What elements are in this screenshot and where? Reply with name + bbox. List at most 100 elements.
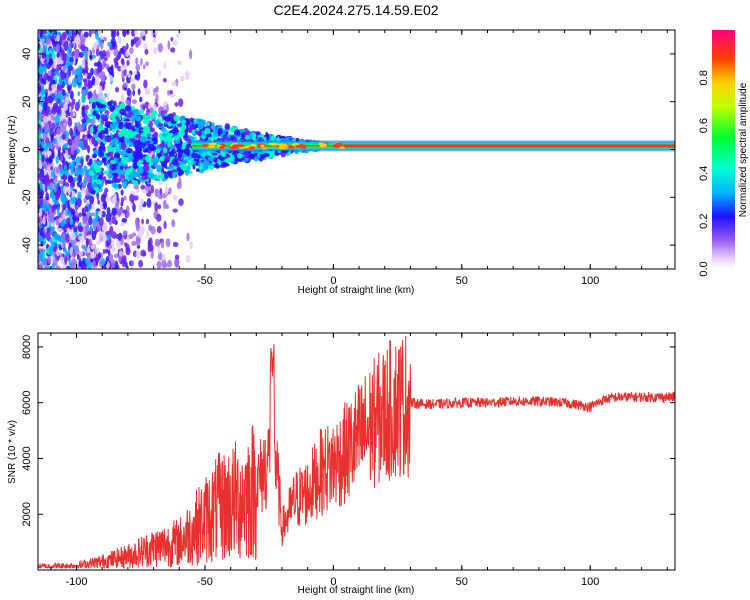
spectrogram-noise-cell (61, 124, 67, 135)
spectrogram-cone-cell (167, 132, 174, 137)
spectrogram-noise-cell (165, 238, 171, 248)
spectrogram-cone-cell (134, 155, 140, 162)
spectrogram-cone-cell (124, 118, 131, 122)
spectrogram-cone-cell (177, 123, 183, 127)
spectrogram-noise-cell (54, 200, 59, 206)
spectrogram-cone-cell (104, 137, 112, 143)
spectrogram-cone-cell (86, 118, 93, 124)
spectrogram-cone-cell (208, 165, 215, 170)
spectrogram-noise-cell (83, 31, 89, 38)
spectrogram-noise-cell (109, 45, 114, 51)
spectrogram-noise-cell (63, 41, 69, 51)
spectrogram-noise-cell (60, 49, 65, 58)
spectrogram-noise-cell (123, 195, 127, 201)
spectrogram-noise-cell (63, 264, 67, 269)
spectrogram-noise-cell (45, 96, 50, 103)
spectrogram-cone-cell (149, 127, 155, 133)
spectrogram-noise-cell (88, 203, 92, 210)
spectrogram-ridge-spot (237, 144, 245, 148)
spectrogram-noise-cell (87, 174, 91, 185)
spectrogram-cone-cell (194, 130, 200, 135)
spectrogram-x-tick-label: 100 (581, 275, 599, 287)
spectrogram-noise-cell (69, 218, 74, 226)
spectrogram-noise-cell (94, 76, 100, 86)
spectrogram-noise-cell (172, 194, 178, 201)
spectrogram-noise-cell (167, 89, 170, 96)
colorbar-tick-label: 0.0 (698, 261, 710, 276)
spectrogram-noise-cell (62, 204, 67, 210)
spectrogram-noise-cell (118, 250, 123, 257)
spectrogram-ridge-spot (320, 143, 328, 147)
spectrogram-noise-cell (40, 37, 45, 44)
spectrogram-noise-cell (97, 199, 101, 205)
spectrogram-noise-cell (59, 169, 65, 175)
spectrogram-noise-cell (111, 259, 116, 269)
spectrogram-noise-cell (47, 114, 52, 122)
spectrogram-cone-cell (223, 128, 228, 133)
spectrogram-noise-cell (109, 76, 114, 82)
spectrogram-noise-cell (38, 86, 41, 95)
spectrogram-noise-cell (43, 59, 48, 65)
spectrogram-cone-cell (228, 127, 236, 133)
spectrogram-noise-cell (139, 197, 145, 205)
spectrogram-noise-cell (50, 115, 56, 121)
spectrogram-cone-cell (107, 101, 113, 106)
spectrogram-noise-cell (55, 43, 60, 54)
spectrogram-noise-cell (142, 104, 146, 111)
colorbar: 0.0 0.2 0.4 0.6 0.8 Normalized spectral ampl… (698, 30, 749, 277)
spectrogram-noise-cell (84, 64, 89, 74)
spectrogram-noise-cell (111, 246, 117, 253)
spectrogram-cone-cell (119, 135, 126, 144)
spectrogram-noise-cell (154, 202, 159, 212)
spectrogram-cone-cell (89, 170, 95, 177)
spectrogram-noise-cell (77, 191, 82, 200)
spectrogram-noise-cell (115, 86, 120, 93)
spectrogram-noise-cell (81, 207, 85, 217)
spectrogram-noise-cell (116, 30, 120, 37)
spectrogram-noise-cell (105, 212, 112, 223)
spectrogram-noise-cell (38, 65, 44, 75)
spectrogram-noise-cell (189, 49, 193, 60)
spectrogram-noise-cell (45, 142, 52, 149)
spectrogram-cone-cell (145, 155, 151, 163)
spectrogram-cone-cell (133, 108, 141, 116)
snr-x-tick-label: -100 (66, 576, 88, 588)
spectrogram-noise-cell (131, 99, 138, 104)
spectrogram-noise-cell (42, 133, 48, 139)
spectrogram-noise-cell (56, 34, 60, 42)
spectrogram-noise-cell (162, 199, 167, 210)
spectrogram-cone-cell (110, 113, 117, 119)
spectrogram-noise-cell (156, 225, 162, 234)
spectrogram-noise-cell (77, 236, 83, 241)
spectrogram-cone-cell (181, 163, 188, 172)
snr-y-tick-label: 6000 (21, 390, 33, 414)
spectrogram-cone-cell (137, 160, 142, 168)
spectrogram-x-tick-label: -100 (66, 275, 88, 287)
spectrogram-noise-cell (48, 185, 52, 191)
spectrogram-noise-cell (43, 63, 47, 74)
spectrogram-cone-cell (117, 131, 124, 138)
spectrogram-cone-cell (114, 170, 121, 174)
spectrogram-noise-cell (169, 90, 174, 96)
spectrogram-cone-cell (106, 144, 114, 153)
spectrogram-cone-cell (236, 152, 243, 159)
spectrogram-noise-cell (44, 102, 48, 109)
spectrogram-noise-cell (43, 122, 50, 132)
spectrogram-y-tick-label: 20 (21, 96, 33, 108)
spectrogram-cone-cell (161, 127, 167, 133)
spectrogram-noise-cell (140, 225, 145, 235)
spectrogram-noise-cell (50, 215, 55, 224)
spectrogram-noise-cell (67, 175, 74, 184)
spectrogram-cone-cell (109, 164, 113, 170)
spectrogram-noise-cell (157, 42, 163, 53)
spectrogram-noise-cell (78, 65, 82, 73)
spectrogram-noise-cell (102, 59, 106, 67)
spectrogram-noise-cell (64, 96, 70, 105)
snr-x-tick-label: -50 (197, 576, 213, 588)
spectrogram-noise-cell (57, 84, 63, 91)
spectrogram-noise-cell (78, 212, 83, 218)
spectrogram-cone-cell (131, 178, 135, 184)
spectrogram-ridge-spot (207, 145, 216, 149)
spectrogram-y-tick-label: -40 (21, 237, 33, 253)
